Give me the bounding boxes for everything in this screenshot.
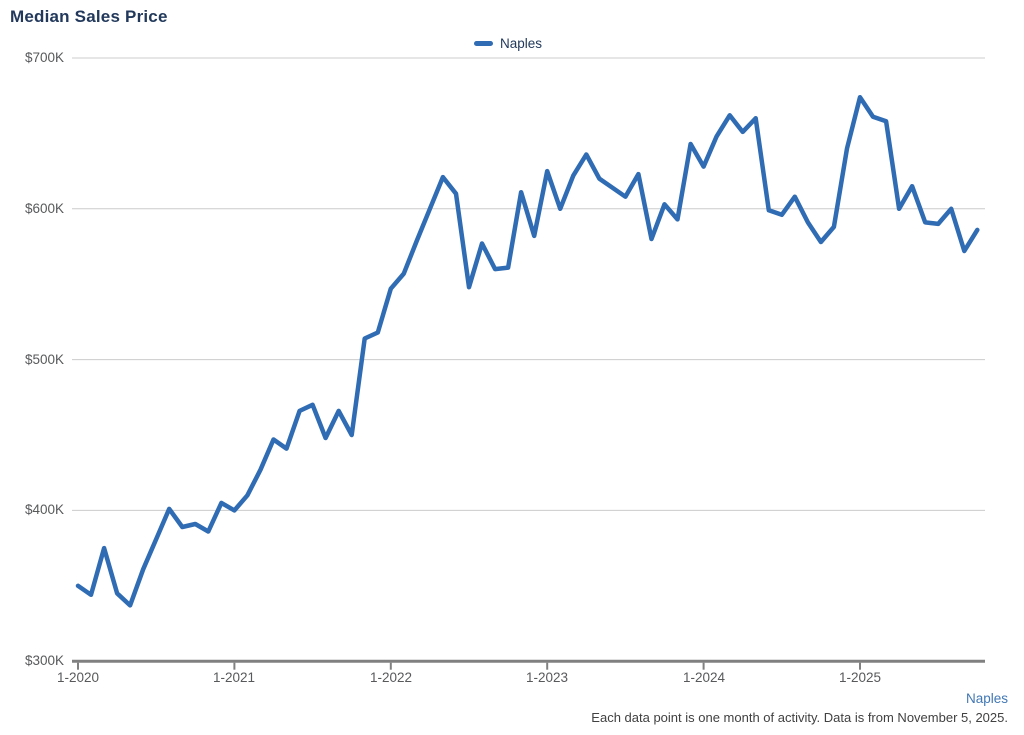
x-tick-label-2022: 1-2022	[369, 670, 413, 685]
y-tick-label-300k: $300K	[24, 653, 64, 668]
x-tick-label-2020: 1-2020	[56, 670, 100, 685]
y-tick-label-700k: $700K	[24, 50, 64, 65]
legend-label: Naples	[500, 35, 543, 51]
footer-note: Each data point is one month of activity…	[591, 710, 1008, 725]
y-tick-label-600k: $600K	[24, 201, 64, 216]
footer-region-link[interactable]: Naples	[965, 691, 1008, 706]
page-title: Median Sales Price	[10, 7, 168, 26]
series-line-naples	[75, 94, 980, 608]
x-tick-label-2023: 1-2023	[525, 670, 569, 685]
y-tick-label-400k: $400K	[24, 502, 64, 517]
x-tick-label-2021: 1-2021	[212, 670, 256, 685]
chart-legend[interactable]: Naples	[474, 33, 542, 53]
x-tick-label-2025: 1-2025	[838, 670, 882, 685]
x-tick-label-2024: 1-2024	[682, 670, 726, 685]
legend-line-swatch	[474, 40, 493, 46]
y-tick-label-500k: $500K	[24, 352, 64, 367]
